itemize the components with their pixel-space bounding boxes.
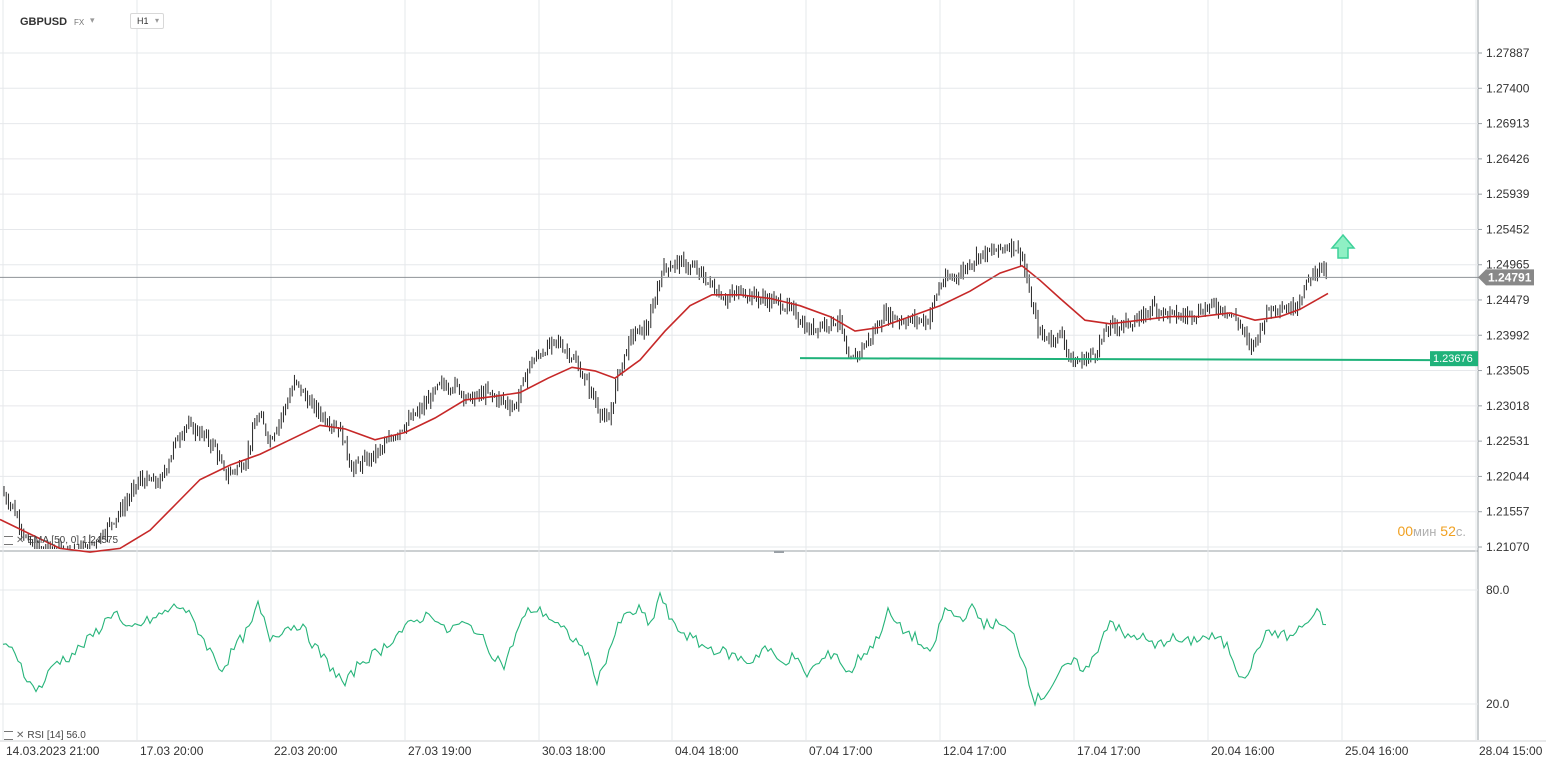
x-tick-label: 07.04 17:00 <box>809 744 873 758</box>
settings-icon[interactable] <box>4 730 13 740</box>
x-tick-label: 17.03 20:00 <box>140 744 204 758</box>
y-tick-label: 1.23505 <box>1486 364 1530 378</box>
ema-value: 1.24575 <box>81 535 119 546</box>
candle-countdown: 00мин 52с. <box>1397 523 1466 539</box>
close-icon[interactable]: ✕ <box>16 535 25 546</box>
x-tick-label: 30.03 18:00 <box>542 744 606 758</box>
rsi-name: RSI [14] <box>27 730 64 741</box>
rsi-value: 56.0 <box>66 730 86 741</box>
market-chevron-down-icon[interactable]: ▾ <box>90 15 95 25</box>
y-tick-label: 1.27400 <box>1486 81 1530 95</box>
support-price-tag <box>1430 351 1478 367</box>
rsi-y-tick-label: 80.0 <box>1486 583 1510 597</box>
support-line <box>799 357 1431 362</box>
rsi-indicator-label: ✕ RSI [14] 56.0 <box>4 730 86 741</box>
y-tick-label: 1.23018 <box>1486 399 1530 413</box>
timeframe-value: H1 <box>137 16 149 26</box>
timer-minutes: 00 <box>1397 523 1414 539</box>
x-tick-label: 14.03.2023 21:00 <box>6 744 100 758</box>
ema-indicator-label: ✕ EMA [50, 0] 1.24575 <box>4 535 118 546</box>
settings-icon[interactable] <box>4 535 13 545</box>
y-tick-label: 1.23992 <box>1486 328 1530 342</box>
current-price-value: 1.24791 <box>1488 270 1532 284</box>
chevron-down-icon: ▾ <box>154 16 159 25</box>
y-tick-label: 1.25939 <box>1486 187 1530 201</box>
y-tick-label: 1.24479 <box>1486 293 1530 307</box>
y-tick-label: 1.21070 <box>1486 540 1530 554</box>
y-tick-label: 1.26913 <box>1486 117 1530 131</box>
x-tick-label: 17.04 17:00 <box>1077 744 1141 758</box>
x-tick-label: 28.04 15:00 <box>1479 744 1543 758</box>
timer-seconds: 52 <box>1440 523 1456 539</box>
timer-minutes-unit: мин <box>1413 524 1437 539</box>
market-label: FX <box>74 18 85 27</box>
close-icon[interactable]: ✕ <box>16 730 25 741</box>
x-tick-label: 04.04 18:00 <box>675 744 739 758</box>
support-price-value: 1.23676 <box>1433 353 1473 365</box>
x-tick-label: 12.04 17:00 <box>943 744 1007 758</box>
timer-seconds-unit: с. <box>1455 524 1466 539</box>
current-price-tag <box>1478 269 1534 286</box>
ema-name: EMA [50, 0] <box>27 535 80 546</box>
rsi-line <box>2 591 1327 707</box>
x-tick-label: 25.04 16:00 <box>1345 744 1409 758</box>
x-tick-label: 20.04 16:00 <box>1211 744 1275 758</box>
y-tick-label: 1.26426 <box>1486 152 1530 166</box>
y-tick-label: 1.21557 <box>1486 505 1530 519</box>
rsi-y-tick-label: 20.0 <box>1486 697 1510 711</box>
x-tick-label: 22.03 20:00 <box>274 744 338 758</box>
y-tick-label: 1.25452 <box>1486 222 1530 236</box>
symbol-label[interactable]: GBPUSD <box>20 16 68 28</box>
up-arrow-icon <box>1330 233 1356 259</box>
y-tick-label: 1.22531 <box>1486 434 1530 448</box>
y-tick-label: 1.22044 <box>1486 469 1530 483</box>
ema-line <box>0 264 1329 553</box>
x-tick-label: 27.03 19:00 <box>408 744 472 758</box>
y-tick-label: 1.24965 <box>1486 258 1530 272</box>
timeframe-select[interactable]: H1 ▾ <box>130 13 164 29</box>
y-tick-label: 1.27887 <box>1486 46 1530 60</box>
ohlc-bars <box>3 238 1327 549</box>
